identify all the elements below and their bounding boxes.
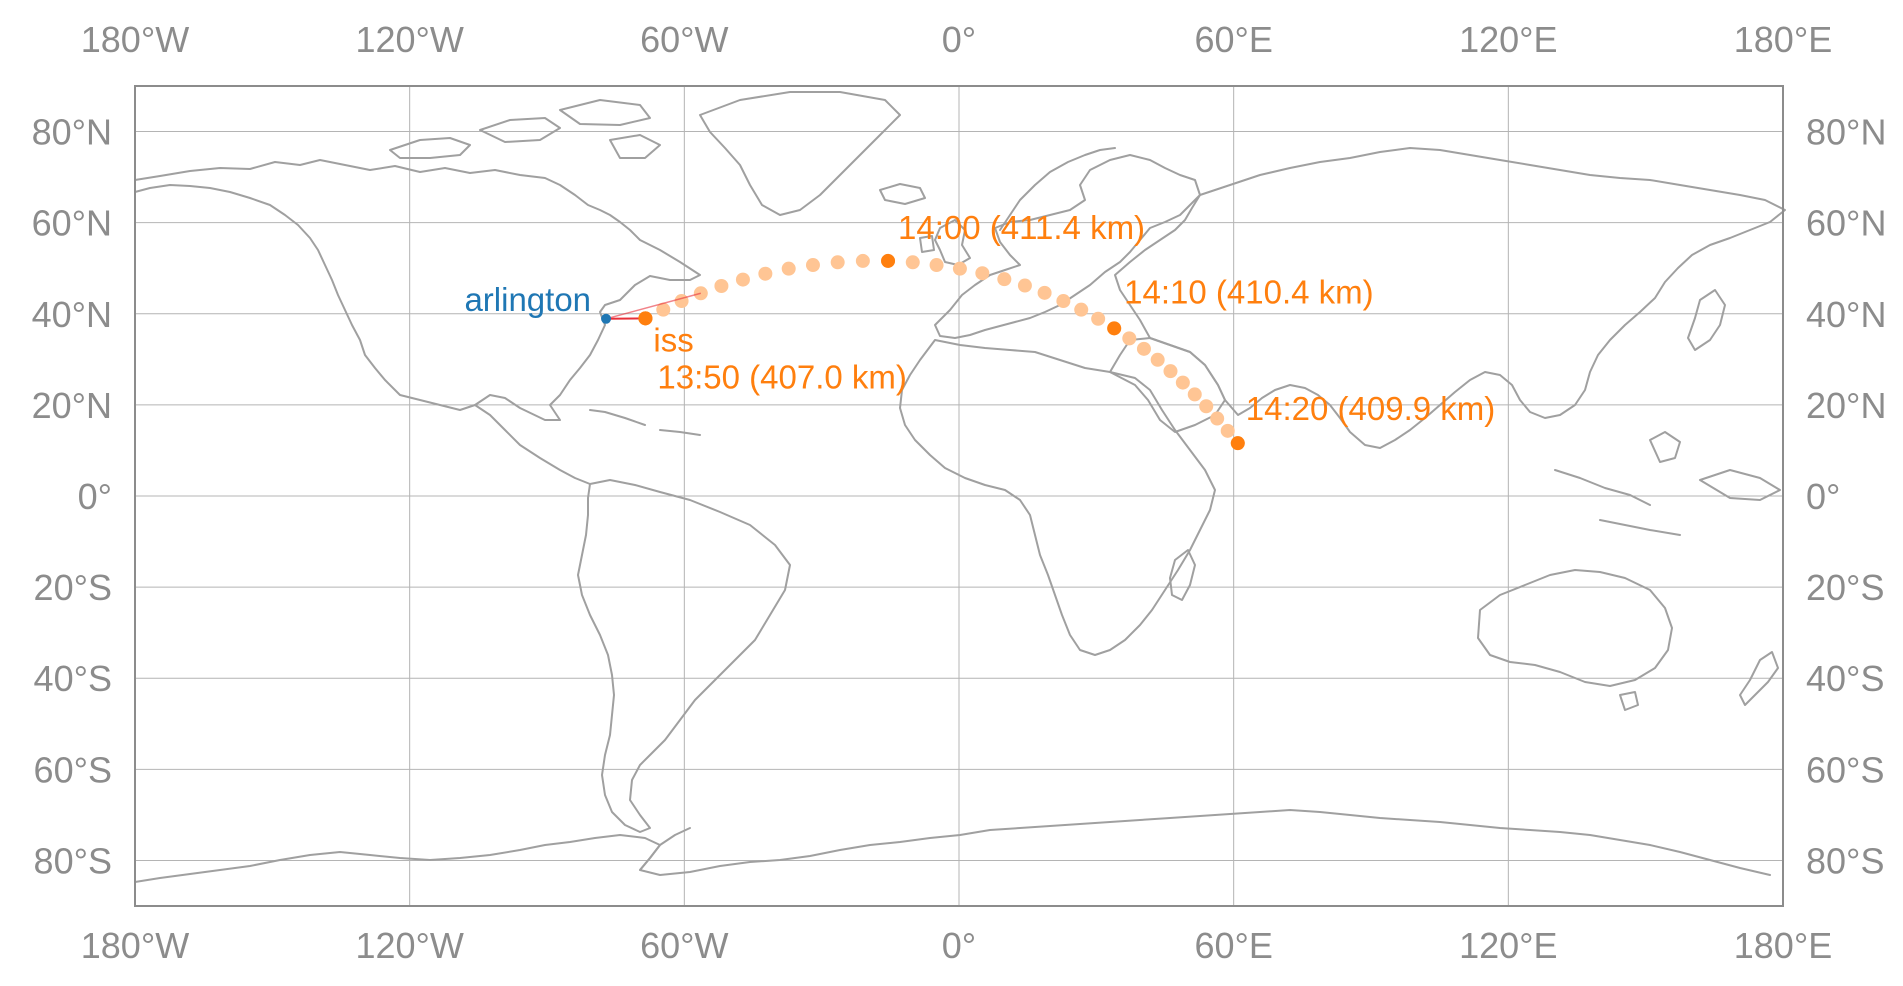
lat-tick-label-left: 20°S [34,567,112,608]
track-point [1091,311,1106,326]
sight-line [605,292,702,320]
track-point [1210,411,1225,426]
lon-tick-label-bottom: 180°E [1734,925,1832,966]
map-frame [134,85,1784,907]
lon-tick-label-bottom: 120°E [1459,925,1557,966]
lon-tick-label-top: 120°E [1459,19,1557,60]
coastline-iceland [879,183,926,205]
lat-tick-label-left: 60°N [32,203,112,244]
track-time-label: 14:20 (409.9 km) [1246,390,1495,427]
lon-tick-label-top: 0° [942,19,976,60]
coastline-asia [1114,147,1786,449]
map-markers: 13:50 (407.0 km) 14:00 (411.4 km) 14:10 (4… [464,209,1495,451]
lon-tick-label-top: 180°W [81,19,189,60]
coastline-south-america [577,479,791,833]
lon-tick-label-bottom: 180°W [81,925,189,966]
coastline-europe [934,154,1201,339]
lat-tick-label-right: 20°N [1806,385,1886,426]
coastline-arctic-islands [389,99,661,159]
graticule [134,86,1784,906]
coastline-caribbean [589,409,701,436]
lon-tick-label-top: 60°W [640,19,728,60]
track-point [1122,331,1137,346]
track-point [1056,294,1071,309]
lat-tick-label-right: 40°S [1806,658,1884,699]
lat-tick-label-right: 60°S [1806,749,1884,790]
labeled-track-point [1230,436,1245,451]
coastline-antarctica [134,809,1771,883]
track-point [656,302,671,317]
track-point [674,294,689,309]
axis-ticks: 180°W 180°W 120°W 120°W 60°W 60°W 0° 0° 60°E 60°E… [32,19,1887,966]
track-point [830,255,845,270]
observer-label: arlington [464,281,591,318]
lat-tick-label-right: 40°N [1806,294,1886,335]
lon-tick-label-top: 120°W [355,19,463,60]
track-time-label: 14:00 (411.4 km) [898,209,1145,246]
lat-tick-label-left: 80°S [34,840,112,881]
lon-tick-label-bottom: 0° [942,925,976,966]
lon-tick-label-top: 60°E [1194,19,1272,60]
coastline-north-america [134,159,701,421]
labeled-track-point [1107,321,1122,336]
satellite-label: iss [653,321,693,358]
track-point [1136,341,1151,356]
track-point [905,255,920,270]
track-point [781,261,796,276]
track-point [855,253,870,268]
track-point [1163,364,1178,379]
lat-tick-label-left: 80°N [32,112,112,153]
coastline-australia [1477,569,1673,687]
track-time-label: 13:50 (407.0 km) [657,358,906,395]
track-point [929,258,944,273]
track-point [1220,423,1235,438]
lat-tick-label-right: 60°N [1806,203,1886,244]
coastline-japan [1687,289,1726,351]
lat-tick-label-right: 80°S [1806,840,1884,881]
labeled-track-point [881,253,896,268]
lon-tick-label-bottom: 60°W [640,925,728,966]
track-point [1037,285,1052,300]
coastline-tasmania [1619,691,1639,711]
track-point [758,266,773,281]
lat-tick-label-left: 20°N [32,385,112,426]
track-point [1017,278,1032,293]
observer-marker [601,313,612,324]
track-point [1175,375,1190,390]
track-point [735,272,750,287]
track-point [1187,387,1202,402]
track-point [714,278,729,293]
track-point [805,258,820,273]
coastline-madagascar [1169,549,1196,601]
track-point [1199,399,1214,414]
track-point [975,266,990,281]
track-time-label: 14:10 (410.4 km) [1124,273,1373,310]
track-point [997,272,1012,287]
lon-tick-label-bottom: 60°E [1194,925,1272,966]
lat-tick-label-left: 60°S [34,749,112,790]
lat-tick-label-right: 20°S [1806,567,1884,608]
coastlines [134,91,1786,883]
lon-tick-label-top: 180°E [1734,19,1832,60]
coastline-new-zealand [1739,651,1779,706]
lat-tick-label-left: 0° [78,476,112,517]
line-of-sight [605,292,702,320]
track-point [1074,302,1089,317]
coastline-africa [899,339,1216,656]
coastline-southeast-asia [1554,431,1781,536]
satellite-marker [638,311,653,326]
coastline-central-america [474,404,591,485]
coastline-antarctic-peninsula [639,827,691,871]
lat-tick-label-right: 0° [1806,476,1840,517]
coastline-scandinavia [999,147,1116,231]
lat-tick-label-left: 40°S [34,658,112,699]
lon-tick-label-bottom: 120°W [355,925,463,966]
coastline-british-isles [919,219,971,266]
coastline-greenland [699,91,901,216]
lat-tick-label-right: 80°N [1806,112,1886,153]
track-point [1150,352,1165,367]
lat-tick-label-left: 40°N [32,294,112,335]
track-point [952,261,967,276]
